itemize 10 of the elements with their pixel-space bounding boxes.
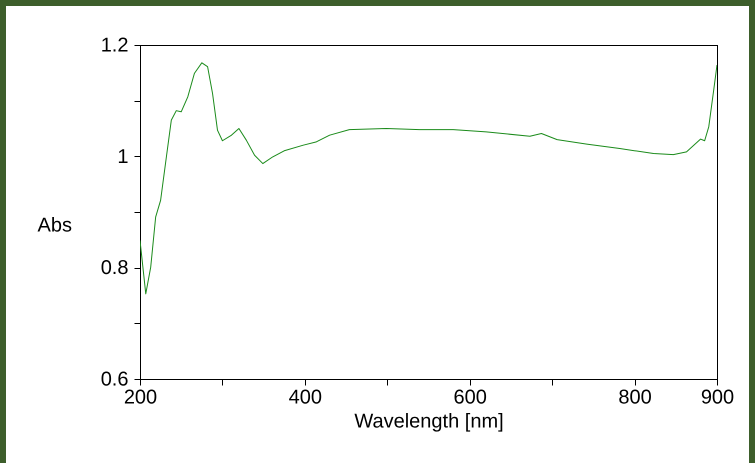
y-tick-label: 1.2 [100, 34, 128, 56]
x-tick-label: 600 [454, 386, 487, 408]
x-tick-label: 400 [288, 386, 322, 408]
x-axis-title: Wavelength [nm] [354, 410, 504, 432]
x-tick-label: 900 [700, 386, 734, 408]
y-axis-title: Abs [38, 214, 72, 236]
line-series [140, 62, 717, 294]
x-tick-label: 800 [618, 386, 652, 408]
y-tick-label: 0.8 [100, 257, 128, 280]
y-tick-label: 1 [117, 146, 128, 168]
